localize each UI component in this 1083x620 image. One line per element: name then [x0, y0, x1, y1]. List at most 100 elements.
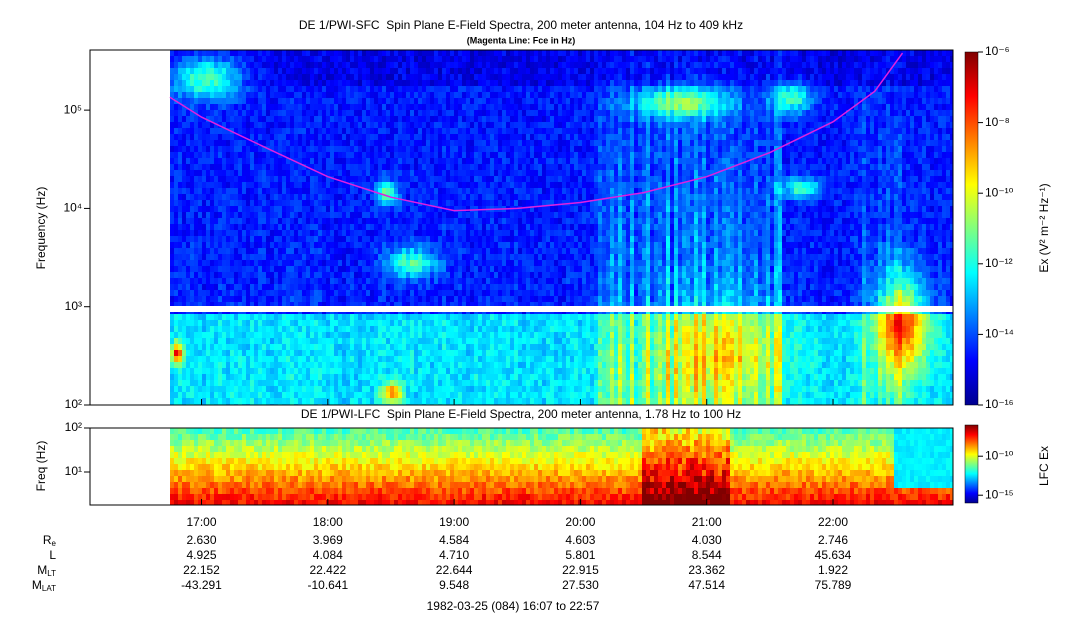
spectrogram-cell	[266, 314, 270, 320]
spectrogram-cell	[266, 458, 270, 464]
spectrogram-cell	[394, 290, 398, 296]
spectrogram-cell	[202, 446, 206, 452]
spectrogram-cell	[322, 386, 326, 392]
spectrogram-cell	[222, 248, 226, 254]
spectrogram-cell	[178, 164, 182, 170]
spectrogram-cell	[410, 488, 414, 494]
spectrogram-cell	[286, 158, 290, 164]
spectrogram-cell	[342, 362, 346, 368]
spectrogram-cell	[354, 50, 358, 56]
spectrogram-cell	[350, 152, 354, 158]
spectrogram-cell	[286, 332, 290, 338]
spectrogram-cell	[206, 104, 210, 110]
spectrogram-cell	[218, 68, 222, 74]
spectrogram-cell	[366, 446, 370, 452]
spectrogram-cell	[322, 302, 326, 308]
spectrogram-cell	[222, 50, 226, 56]
spectrogram-cell	[302, 380, 306, 386]
spectrogram-cell	[194, 92, 198, 98]
spectrogram-cell	[194, 200, 198, 206]
spectrogram-cell	[390, 170, 394, 176]
spectrogram-cell	[254, 158, 258, 164]
spectrogram-cell	[254, 500, 258, 505]
spectrogram-cell	[382, 62, 386, 68]
spectrogram-cell	[170, 62, 174, 68]
spectrogram-cell	[434, 182, 438, 188]
spectrogram-cell	[438, 356, 442, 362]
spectrogram-cell	[214, 374, 218, 380]
spectrogram-cell	[410, 182, 414, 188]
spectrogram-cell	[206, 266, 210, 272]
spectrogram-cell	[350, 488, 354, 494]
spectrogram-cell	[170, 176, 174, 182]
spectrogram-cell	[310, 122, 314, 128]
spectrogram-cell	[286, 92, 290, 98]
spectrogram-cell	[374, 440, 378, 446]
spectrogram-cell	[258, 242, 262, 248]
spectrogram-cell	[418, 218, 422, 224]
spectrogram-cell	[378, 458, 382, 464]
spectrogram-cell	[246, 176, 250, 182]
spectrogram-cell	[214, 368, 218, 374]
spectrogram-cell	[242, 116, 246, 122]
spectrogram-cell	[170, 500, 174, 505]
spectrogram-cell	[226, 140, 230, 146]
spectrogram-cell	[374, 500, 378, 505]
spectrogram-cell	[314, 206, 318, 212]
spectrogram-cell	[346, 482, 350, 488]
spectrogram-cell	[274, 500, 278, 505]
spectrogram-cell	[310, 482, 314, 488]
spectrogram-cell	[290, 50, 294, 56]
spectrogram-cell	[274, 380, 278, 386]
spectrogram-cell	[374, 452, 378, 458]
spectrogram-cell	[378, 452, 382, 458]
spectrogram-cell	[182, 494, 186, 500]
spectrogram-cell	[402, 398, 406, 404]
spectrogram-cell	[406, 434, 410, 440]
spectrogram-cell	[358, 350, 362, 356]
spectrogram-cell	[218, 434, 222, 440]
spectrogram-cell	[290, 368, 294, 374]
spectrogram-cell	[302, 386, 306, 392]
spectrogram-cell	[350, 356, 354, 362]
spectrogram-cell	[174, 74, 178, 80]
spectrogram-cell	[226, 326, 230, 332]
spectrogram-cell	[394, 500, 398, 505]
spectrogram-cell	[406, 380, 410, 386]
spectrogram-cell	[254, 74, 258, 80]
spectrogram-cell	[170, 338, 174, 344]
spectrogram-cell	[226, 188, 230, 194]
spectrogram-cell	[306, 494, 310, 500]
spectrogram-cell	[394, 158, 398, 164]
spectrogram-cell	[322, 476, 326, 482]
spectrogram-cell	[262, 170, 266, 176]
spectrogram-cell	[214, 224, 218, 230]
spectrogram-cell	[242, 224, 246, 230]
spectrogram-cell	[234, 242, 238, 248]
spectrogram-cell	[438, 296, 442, 302]
spectrogram-cell	[218, 62, 222, 68]
spectrogram-cell	[258, 200, 262, 206]
spectrogram-cell	[350, 98, 354, 104]
spectrogram-cell	[310, 476, 314, 482]
spectrogram-cell	[382, 260, 386, 266]
spectrogram-cell	[310, 362, 314, 368]
spectrogram-cell	[406, 176, 410, 182]
spectrogram-cell	[318, 332, 322, 338]
spectrogram-cell	[326, 218, 330, 224]
spectrogram-cell	[350, 284, 354, 290]
spectrogram-cell	[198, 254, 202, 260]
spectrogram-cell	[182, 56, 186, 62]
spectrogram-cell	[410, 170, 414, 176]
spectrogram-cell	[170, 440, 174, 446]
spectrogram-cell	[346, 200, 350, 206]
spectrogram-cell	[362, 110, 366, 116]
spectrogram-cell	[378, 326, 382, 332]
spectrogram-cell	[286, 182, 290, 188]
spectrogram-cell	[374, 470, 378, 476]
spectrogram-cell	[246, 128, 250, 134]
spectrogram-cell	[354, 446, 358, 452]
spectrogram-cell	[430, 104, 434, 110]
spectrogram-cell	[182, 128, 186, 134]
spectrogram-cell	[290, 176, 294, 182]
